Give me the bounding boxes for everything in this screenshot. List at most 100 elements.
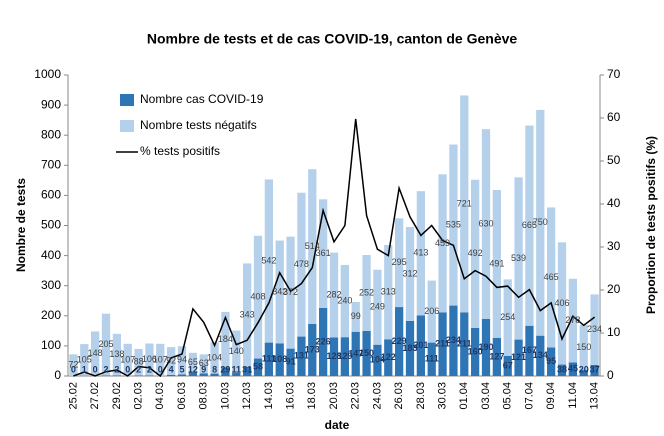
bar-segment xyxy=(134,375,143,376)
bar-segment xyxy=(557,242,567,365)
bar-segment xyxy=(481,129,491,319)
data-label: 131 xyxy=(294,351,309,361)
x-tick-label: 24.03 xyxy=(371,382,383,410)
bar-segment xyxy=(167,347,176,375)
bar-segment xyxy=(449,305,458,376)
bar-segment xyxy=(492,189,501,338)
bar-segment xyxy=(286,348,295,376)
bar-segment xyxy=(514,339,523,376)
bar-segment xyxy=(416,191,425,316)
data-label: 129 xyxy=(337,351,352,361)
y-axis-label: Nombre de tests xyxy=(14,178,28,272)
data-label: 254 xyxy=(500,312,515,322)
x-tick-label: 13.04 xyxy=(588,382,600,410)
bar-segment xyxy=(221,311,230,368)
data-label: 95 xyxy=(546,356,556,366)
bar-segment xyxy=(373,269,382,345)
data-label: 167 xyxy=(522,345,537,355)
data-label: 492 xyxy=(468,248,483,258)
bar-segment xyxy=(384,339,393,376)
bar-segment xyxy=(188,352,197,373)
data-label: 106 xyxy=(142,354,157,364)
bar-segment xyxy=(471,179,480,328)
data-label: 38 xyxy=(557,364,567,374)
x-tick-label: 22.03 xyxy=(350,382,362,410)
bar-segment xyxy=(579,324,588,370)
data-label: 45 xyxy=(568,364,578,374)
data-label: 58 xyxy=(253,362,263,372)
y2-axis-label: Proportion de tests positifs (%) xyxy=(644,136,658,314)
bar-segment xyxy=(167,374,176,376)
data-label: 2 xyxy=(114,364,119,374)
bar-segment xyxy=(427,342,436,376)
data-label: 211 xyxy=(435,339,450,349)
legend-label: % tests positifs xyxy=(140,144,220,158)
y-tick-label: 300 xyxy=(41,278,61,292)
y2-tick-label: 20 xyxy=(607,282,621,296)
x-tick-label: 25.02 xyxy=(67,382,79,410)
data-label: 229 xyxy=(392,336,407,346)
bar-segment xyxy=(199,354,208,374)
data-label: 201 xyxy=(413,340,428,350)
data-label: 361 xyxy=(316,248,331,258)
x-tick-label: 16.03 xyxy=(284,382,296,410)
data-label: 67 xyxy=(503,360,513,370)
data-label: 148 xyxy=(88,348,103,358)
bar-segment xyxy=(329,252,339,338)
x-tick-label: 01.04 xyxy=(458,382,470,410)
data-label: 665 xyxy=(522,220,537,230)
data-label: 37 xyxy=(590,364,600,374)
x-tick-label: 20.03 xyxy=(328,382,340,410)
bar-segment xyxy=(112,375,121,376)
y-tick-label: 900 xyxy=(41,97,61,111)
bar-segment xyxy=(123,343,132,376)
data-label: 150 xyxy=(576,342,591,352)
data-label: 750 xyxy=(533,217,548,227)
bar-segment xyxy=(199,373,208,376)
bar-segment xyxy=(525,125,534,326)
bar-segment xyxy=(243,366,252,376)
data-label: 63 xyxy=(199,358,209,368)
data-label: 105 xyxy=(77,354,92,364)
data-label: 160 xyxy=(468,346,483,356)
data-label: 31 xyxy=(242,364,252,374)
bar-segment xyxy=(547,347,556,376)
data-label: 240 xyxy=(337,295,352,305)
bar-segment xyxy=(590,364,599,376)
data-label: 108 xyxy=(272,354,287,364)
y2-tick-label: 10 xyxy=(607,325,621,339)
data-label: 252 xyxy=(359,287,374,297)
data-label: 72 xyxy=(68,360,78,370)
data-label: 147 xyxy=(348,348,363,358)
y2-tick-label: 60 xyxy=(607,110,621,124)
bar-segment xyxy=(579,369,588,376)
legend-label: Nombre tests négatifs xyxy=(140,118,257,132)
bar-segment xyxy=(221,367,230,376)
data-label: 249 xyxy=(370,302,385,312)
bar-segment xyxy=(253,235,263,359)
bar-segment xyxy=(492,337,501,376)
data-label: 459 xyxy=(435,238,450,248)
bar-segment xyxy=(514,177,523,340)
data-label: 491 xyxy=(489,258,504,268)
y2-tick-label: 30 xyxy=(607,239,621,253)
data-label: 542 xyxy=(261,255,276,265)
x-tick-label: 02.03 xyxy=(132,382,144,410)
data-label: 4 xyxy=(169,364,174,374)
legend-swatch xyxy=(120,120,134,132)
bar-segment xyxy=(340,264,349,338)
legend-swatch xyxy=(120,94,134,106)
data-label: 234 xyxy=(446,335,461,345)
bar-segment xyxy=(362,254,371,331)
data-label: 1 xyxy=(82,364,87,374)
data-label: 2 xyxy=(136,364,141,374)
bar-segment xyxy=(481,318,491,376)
bar-segment xyxy=(547,207,556,348)
data-label: 535 xyxy=(446,219,461,229)
bar-segment xyxy=(536,109,545,336)
data-label: 94 xyxy=(177,355,187,365)
data-label: 184 xyxy=(218,334,233,344)
data-label: 134 xyxy=(533,350,548,360)
data-label: 2 xyxy=(147,364,152,374)
data-label: 0 xyxy=(158,364,163,374)
